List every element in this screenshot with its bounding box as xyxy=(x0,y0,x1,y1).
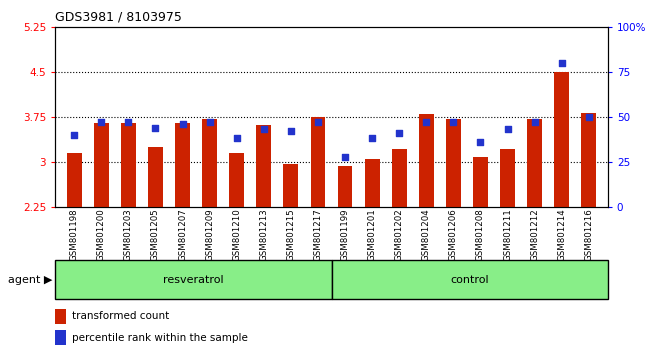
Text: control: control xyxy=(450,275,489,285)
Point xyxy=(69,132,79,138)
Bar xyxy=(229,153,244,207)
Point xyxy=(556,60,567,65)
Point xyxy=(177,121,188,127)
Bar xyxy=(55,309,66,324)
Point xyxy=(584,114,594,120)
Point xyxy=(394,130,404,136)
Text: GSM801217: GSM801217 xyxy=(313,209,322,262)
Bar xyxy=(337,166,352,207)
Text: percentile rank within the sample: percentile rank within the sample xyxy=(72,332,248,343)
Point xyxy=(367,136,377,141)
Text: GSM801201: GSM801201 xyxy=(368,209,376,262)
Text: GSM801216: GSM801216 xyxy=(584,209,593,262)
Point xyxy=(502,127,513,132)
Text: GSM801215: GSM801215 xyxy=(287,209,295,262)
Text: GSM801212: GSM801212 xyxy=(530,209,539,262)
Text: transformed count: transformed count xyxy=(72,311,169,321)
Bar xyxy=(311,117,326,207)
Point xyxy=(475,139,486,145)
Bar xyxy=(121,123,136,207)
Bar xyxy=(581,113,596,207)
Text: GSM801202: GSM801202 xyxy=(395,209,404,262)
Bar xyxy=(332,260,608,299)
Bar xyxy=(202,119,217,207)
Bar xyxy=(500,149,515,207)
Bar xyxy=(55,330,66,345)
Bar xyxy=(148,147,163,207)
Bar xyxy=(256,125,271,207)
Point xyxy=(448,119,459,125)
Bar xyxy=(446,119,461,207)
Point xyxy=(231,136,242,141)
Point xyxy=(313,119,323,125)
Text: GSM801198: GSM801198 xyxy=(70,209,79,261)
Point xyxy=(529,119,539,125)
Bar xyxy=(94,123,109,207)
Bar xyxy=(527,119,542,207)
Text: GSM801203: GSM801203 xyxy=(124,209,133,262)
Text: GSM801210: GSM801210 xyxy=(232,209,241,262)
Bar xyxy=(554,72,569,207)
Point xyxy=(259,127,269,132)
Bar xyxy=(67,153,82,207)
Text: GSM801211: GSM801211 xyxy=(503,209,512,262)
Text: GSM801209: GSM801209 xyxy=(205,209,214,261)
Text: GSM801205: GSM801205 xyxy=(151,209,160,262)
Text: GSM801208: GSM801208 xyxy=(476,209,485,262)
Text: GSM801207: GSM801207 xyxy=(178,209,187,262)
Bar xyxy=(473,157,488,207)
Text: resveratrol: resveratrol xyxy=(163,275,224,285)
Text: GSM801199: GSM801199 xyxy=(341,209,350,261)
Bar xyxy=(283,164,298,207)
Point xyxy=(340,154,350,159)
Point xyxy=(421,119,432,125)
Bar xyxy=(392,149,407,207)
Text: GSM801204: GSM801204 xyxy=(422,209,431,262)
Text: GSM801206: GSM801206 xyxy=(449,209,458,262)
Text: agent ▶: agent ▶ xyxy=(8,275,52,285)
Point xyxy=(205,119,215,125)
Text: GSM801214: GSM801214 xyxy=(557,209,566,262)
Point xyxy=(96,119,107,125)
Point xyxy=(150,125,161,131)
Point xyxy=(286,129,296,134)
Text: GSM801213: GSM801213 xyxy=(259,209,268,262)
Text: GSM801200: GSM801200 xyxy=(97,209,106,262)
Text: GDS3981 / 8103975: GDS3981 / 8103975 xyxy=(55,11,182,24)
Bar xyxy=(419,114,434,207)
Point xyxy=(124,119,134,125)
Bar xyxy=(55,260,332,299)
Bar xyxy=(365,159,380,207)
Bar xyxy=(175,123,190,207)
